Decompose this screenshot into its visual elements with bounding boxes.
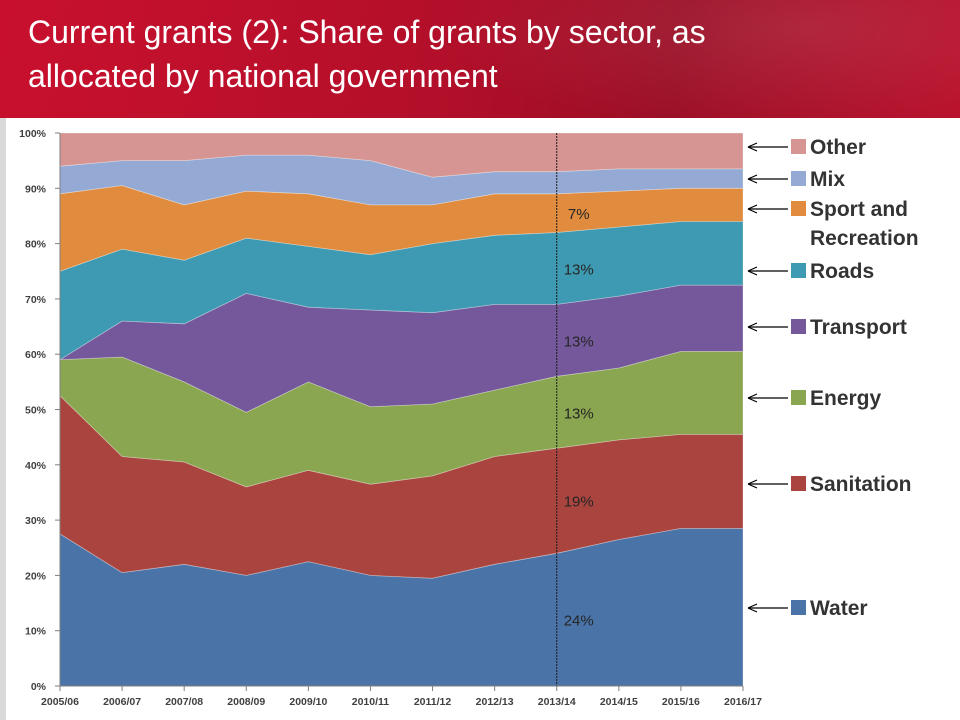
area-series-group — [58, 132, 744, 687]
legend-label-transport: Transport — [810, 316, 907, 339]
x-tick-label: 2005/06 — [41, 696, 79, 708]
x-tick-label: 2011/12 — [414, 696, 452, 708]
marker-group: 24% 19% 13% 13% 13% 7% — [556, 133, 594, 686]
x-tick-label: 2012/13 — [476, 696, 514, 708]
legend-arrowhead-mix — [747, 174, 758, 184]
y-tick-label: 90% — [25, 183, 47, 195]
legend-swatch-sanitation — [791, 476, 806, 491]
x-tick-label: 2013/14 — [538, 696, 576, 708]
y-tick-label: 50% — [25, 405, 47, 417]
data-label-water: 24% — [564, 613, 594, 630]
legend-label-roads: Roads — [810, 260, 874, 283]
legend-label-other: Other — [810, 136, 866, 159]
legend-arrowhead-sanitation — [747, 479, 758, 489]
y-tick-label: 30% — [25, 515, 47, 527]
legend-arrowhead-transport — [747, 322, 758, 332]
slide-header: Current grants (2): Share of grants by s… — [0, 0, 960, 118]
legend-swatch-transport — [791, 319, 806, 334]
slide-title-line-2: allocated by national government — [28, 58, 498, 94]
y-tick-label: 80% — [25, 239, 47, 251]
legend-arrowhead-water — [747, 603, 758, 613]
slide-title: Current grants (2): Share of grants by s… — [28, 10, 928, 98]
legend-swatch-energy — [791, 390, 806, 405]
legend-swatch-mix — [791, 171, 806, 186]
data-label-transport: 13% — [564, 333, 594, 350]
legend-label-sport-and-recreation: Recreation — [810, 227, 919, 250]
stacked-area-chart: 24% 19% 13% 13% 13% 7% 0% 10% 20% 30% 40% 50% 60% 70… — [19, 128, 919, 708]
legend-swatch-water — [791, 600, 806, 615]
legend-arrowhead-energy — [747, 393, 758, 403]
x-tick-label: 2008/09 — [227, 696, 265, 708]
legend: Other Mix Sport and Recreation Roads Transpor… — [747, 136, 919, 620]
y-tick-label: 40% — [25, 460, 47, 472]
y-tick-label: 0% — [31, 681, 47, 693]
legend-swatch-sport-and-recreation — [791, 201, 806, 216]
data-label-sport-and-recreation: 7% — [568, 206, 590, 223]
y-tick-label: 100% — [19, 128, 47, 140]
legend-label-sanitation: Sanitation — [810, 473, 912, 496]
x-tick-label: 2007/08 — [165, 696, 203, 708]
legend-swatch-other — [791, 139, 806, 154]
x-tick-label: 2016/17 — [724, 696, 762, 708]
y-tick-label: 60% — [25, 349, 47, 361]
data-label-energy: 13% — [564, 405, 594, 422]
legend-label-mix: Mix — [810, 168, 845, 191]
x-tick-label: 2015/16 — [662, 696, 700, 708]
area-other — [59, 132, 744, 178]
legend-swatch-roads — [791, 263, 806, 278]
header-decoration — [380, 0, 960, 118]
legend-arrowhead-other — [747, 142, 758, 152]
legend-label-sport-and-recreation: Sport and — [810, 198, 908, 221]
y-tick-label: 70% — [25, 294, 47, 306]
x-tick-label: 2009/10 — [289, 696, 327, 708]
x-tick-label: 2014/15 — [600, 696, 638, 708]
y-tick-label: 10% — [25, 626, 47, 638]
axes-group: 0% 10% 20% 30% 40% 50% 60% 70% 80% 90% 100% 2005/06… — [19, 128, 762, 708]
slide-title-line-1: Current grants (2): Share of grants by s… — [28, 14, 706, 50]
y-tick-label: 20% — [25, 570, 47, 582]
data-label-roads: 13% — [564, 261, 594, 278]
x-tick-label: 2010/11 — [352, 696, 390, 708]
legend-label-energy: Energy — [810, 387, 882, 410]
legend-arrowhead-sport-and-recreation — [747, 204, 758, 214]
data-label-sanitation: 19% — [564, 494, 594, 511]
legend-arrowhead-roads — [747, 266, 758, 276]
legend-label-water: Water — [810, 597, 868, 620]
x-tick-label: 2006/07 — [103, 696, 141, 708]
